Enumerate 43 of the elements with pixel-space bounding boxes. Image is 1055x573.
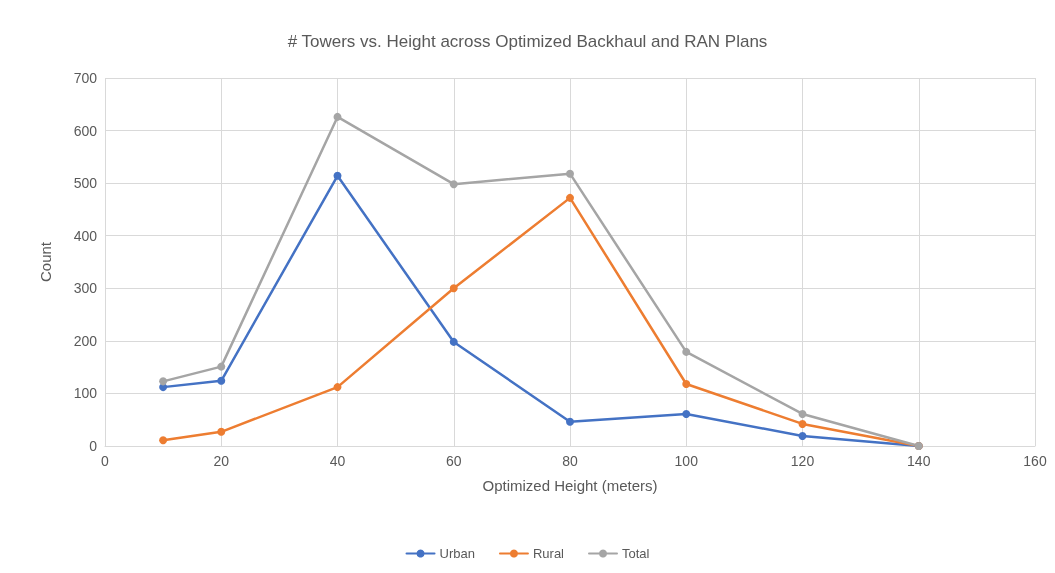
x-tick-label: 0 bbox=[101, 453, 110, 469]
legend-label: Rural bbox=[532, 546, 565, 561]
point bbox=[449, 180, 458, 189]
y-tick-label: 600 bbox=[73, 122, 98, 139]
point bbox=[217, 427, 226, 436]
y-tick-label: 700 bbox=[73, 70, 98, 86]
x-tick-label: 80 bbox=[562, 453, 578, 469]
legend-label: Urban bbox=[439, 546, 475, 561]
point bbox=[798, 409, 807, 418]
chart-title: # Towers vs. Height across Optimized Backhaul and RAN Plans bbox=[287, 32, 768, 51]
x-tick-label: 60 bbox=[445, 453, 462, 469]
point bbox=[682, 379, 691, 388]
y-tick-label: 0 bbox=[89, 438, 98, 454]
point bbox=[798, 419, 807, 428]
y-tick-label: 100 bbox=[73, 385, 98, 402]
x-tick-label: 140 bbox=[907, 453, 931, 469]
x-tick-label: 160 bbox=[1023, 453, 1047, 469]
point bbox=[159, 377, 168, 386]
point bbox=[333, 383, 342, 392]
x-tick-label: 20 bbox=[213, 453, 230, 469]
point bbox=[566, 417, 574, 426]
x-tick-label: 120 bbox=[790, 453, 815, 469]
x-tick-label: 40 bbox=[329, 453, 346, 469]
x-tick-label: 100 bbox=[674, 453, 699, 469]
point bbox=[449, 337, 458, 346]
point bbox=[682, 409, 691, 418]
point bbox=[566, 193, 574, 202]
point bbox=[159, 436, 168, 445]
legend-label: Total bbox=[622, 546, 650, 561]
y-axis-title: Count bbox=[37, 241, 54, 283]
y-tick-label: 300 bbox=[73, 280, 98, 297]
point bbox=[217, 362, 226, 371]
point bbox=[449, 284, 458, 293]
point bbox=[566, 169, 574, 178]
point bbox=[682, 347, 691, 356]
point bbox=[217, 376, 226, 385]
point bbox=[798, 432, 807, 441]
y-tick-label: 500 bbox=[73, 175, 98, 192]
y-tick-label: 200 bbox=[73, 332, 98, 349]
x-axis-title: Optimized Height (meters) bbox=[482, 477, 658, 494]
y-tick-label: 400 bbox=[73, 227, 98, 244]
point bbox=[333, 171, 342, 180]
point bbox=[333, 112, 342, 121]
